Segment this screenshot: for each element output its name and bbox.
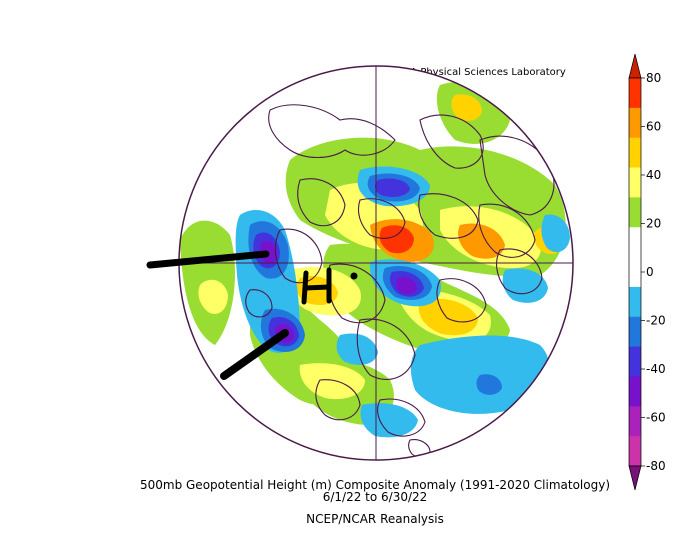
colorbar-segment [629, 406, 641, 437]
upper-trough-arrow [146, 250, 270, 269]
colorbar-label: -40 [646, 362, 666, 376]
anomaly-cyan-east [502, 268, 548, 303]
colorbar-label: -20 [646, 314, 666, 328]
colorbar-segment [629, 137, 641, 168]
colorbar-label: 0 [646, 265, 654, 279]
anomaly-orange-atlantic [418, 298, 478, 336]
lower-trough-arrow [220, 329, 289, 380]
colorbar-label: 20 [646, 217, 661, 231]
colorbar-label: -80 [646, 459, 666, 473]
anomaly-cyan-atlantic [410, 335, 549, 414]
colorbar-segment [629, 436, 641, 467]
colorbar-segment [629, 376, 641, 407]
colorbar-segment [629, 316, 641, 348]
caption-line-1: 500mb Geopotential Height (m) Composite … [139, 478, 610, 492]
colorbar: 80 60 40 20 0 -20 -40 -60 -80 [628, 53, 666, 491]
anomaly-cyan-far-east [541, 214, 570, 253]
colorbar-bottom-arrow [628, 465, 642, 491]
hand-annotations [146, 250, 358, 380]
polar-map [146, 65, 574, 461]
caption-line-3: NCEP/NCAR Reanalysis [306, 512, 444, 526]
anomaly-fields [180, 81, 570, 458]
high-marker-dot [350, 272, 358, 280]
anomaly-purple-central [395, 277, 417, 295]
colorbar-label: 60 [646, 120, 661, 134]
colorbar-segment [629, 227, 641, 258]
colorbar-segment [629, 167, 641, 198]
anomaly-cyan-west [336, 333, 378, 365]
anomaly-indigo-north [374, 178, 410, 197]
caption-line-2: 6/1/22 to 6/30/22 [322, 490, 428, 504]
anomaly-orange-arctic [451, 94, 482, 121]
colorbar-label: -60 [646, 411, 666, 425]
colorbar-segment [629, 197, 641, 228]
anomaly-red-north-europe [379, 225, 414, 254]
colorbar-segment [629, 346, 641, 377]
anomaly-cyan-south [360, 403, 418, 438]
anomaly-blue-atlantic [476, 374, 502, 395]
colorbar-label: 40 [646, 168, 661, 182]
colorbar-segment [629, 257, 641, 288]
colorbar-segment [629, 286, 641, 318]
credit-label: NOAA Physical Sciences Laboratory [388, 67, 566, 78]
colorbar-segment [629, 78, 641, 109]
colorbar-top-arrow [628, 53, 642, 79]
colorbar-segment [629, 107, 641, 139]
anomaly-yellow-west [198, 279, 228, 315]
high-marker-crossbar [302, 284, 332, 291]
colorbar-label: 80 [646, 71, 661, 85]
